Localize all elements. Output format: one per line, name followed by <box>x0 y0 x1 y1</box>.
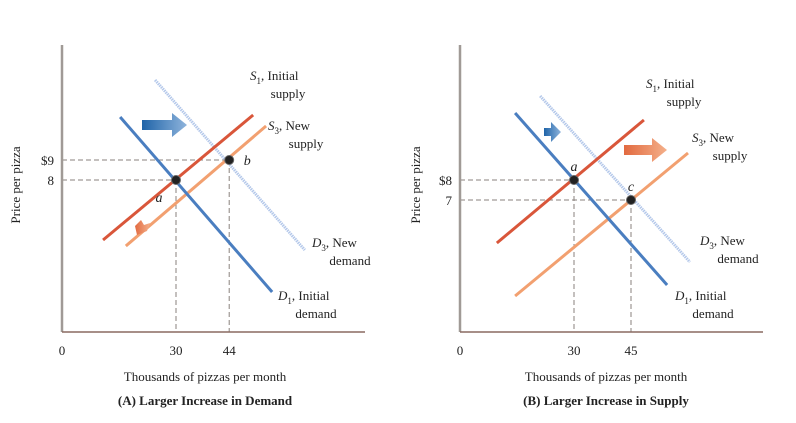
svg-text:D3, New: D3, New <box>311 235 358 253</box>
equilibrium-label: a <box>571 160 578 175</box>
curve-d3 <box>539 94 692 264</box>
curve-subscript: 1 <box>653 84 658 94</box>
svg-text:D3, New: D3, New <box>699 233 746 251</box>
curve-d3 <box>153 79 306 251</box>
x-tick-label: 30 <box>568 343 581 358</box>
curve-d1 <box>119 116 274 293</box>
supply-shift-arrow-icon <box>135 220 150 235</box>
tick-labels-b: 0 30 45 $8 7 <box>439 173 638 358</box>
curve-descriptor: , New <box>703 130 735 145</box>
curve-descriptor: , Initial <box>261 68 299 83</box>
curve-s3 <box>514 151 689 298</box>
curve-symbol: S <box>250 68 257 83</box>
curve-subscript: 3 <box>321 243 326 253</box>
curve-descriptor-line2: demand <box>295 306 337 321</box>
curve-subscript: 1 <box>257 76 262 86</box>
y-tick-label: 8 <box>48 173 55 188</box>
curve-s3 <box>124 124 268 248</box>
curve-descriptor-line2: supply <box>289 136 324 151</box>
curves-a <box>102 79 306 293</box>
x-tick-label: 0 <box>59 343 66 358</box>
equilibrium-point-a <box>569 175 579 185</box>
x-axis-label-b: Thousands of pizzas per month <box>525 369 688 384</box>
tick-labels-a: 0 30 44 $9 8 <box>41 153 236 358</box>
y-tick-label: $8 <box>439 173 452 188</box>
equilibrium-label: c <box>628 180 635 195</box>
curve-descriptor: , New <box>326 235 358 250</box>
curve-symbol: S <box>268 118 275 133</box>
curve-descriptor-line2: supply <box>271 86 306 101</box>
curve-d1 <box>513 112 669 286</box>
curve-descriptor-line2: supply <box>713 148 748 163</box>
y-axis-label-a: Price per pizza <box>8 146 23 223</box>
curve-descriptor: , New <box>714 233 746 248</box>
curve-subscript: 3 <box>709 241 714 251</box>
x-tick-label: 44 <box>223 343 237 358</box>
svg-text:S3, New: S3, New <box>692 130 735 148</box>
x-axis-label-a: Thousands of pizzas per month <box>124 369 287 384</box>
equilibrium-label: a <box>156 191 163 206</box>
curve-descriptor: , Initial <box>657 76 695 91</box>
svg-text:S1, Initial: S1, Initial <box>250 68 299 86</box>
curve-subscript: 1 <box>287 296 292 306</box>
svg-text:S1, Initial: S1, Initial <box>646 76 695 94</box>
curve-descriptor: , Initial <box>292 288 330 303</box>
equilibrium-point-c <box>626 195 636 205</box>
curve-descriptor: , Initial <box>689 288 727 303</box>
y-axis-label-b: Price per pizza <box>408 146 423 223</box>
svg-text:S3, New: S3, New <box>268 118 311 136</box>
curve-symbol: D <box>277 288 288 303</box>
curve-subscript: 3 <box>275 126 280 136</box>
demand-shift-arrow-icon <box>142 113 187 137</box>
y-tick-label: 7 <box>446 193 453 208</box>
equilibrium-points-b: ac <box>569 160 636 205</box>
chart-title-a: (A) Larger Increase in Demand <box>118 393 293 408</box>
equilibrium-point-b <box>224 155 235 165</box>
curve-descriptor-line2: demand <box>717 251 759 266</box>
curve-descriptor-line2: supply <box>667 94 702 109</box>
guide-lines-a <box>62 159 230 332</box>
supply-shift-arrow-icon <box>624 138 667 162</box>
curve-subscript: 3 <box>699 138 704 148</box>
curve-symbol: S <box>692 130 699 145</box>
curve-subscript: 1 <box>684 296 689 306</box>
equilibrium-points-a: ab <box>156 154 251 206</box>
svg-text:D1, Initial: D1, Initial <box>674 288 727 306</box>
curve-symbol: S <box>646 76 653 91</box>
guide-lines-b <box>460 179 632 332</box>
curve-descriptor-line2: demand <box>329 253 371 268</box>
equilibrium-point-a <box>171 175 181 185</box>
curve-symbol: D <box>699 233 710 248</box>
curve-symbol: D <box>311 235 322 250</box>
demand-shift-arrow-icon <box>544 122 561 142</box>
x-tick-label: 0 <box>457 343 464 358</box>
equilibrium-label: b <box>244 154 251 169</box>
y-tick-label: $9 <box>41 153 54 168</box>
curves-b <box>495 94 692 298</box>
curve-symbol: D <box>674 288 685 303</box>
curve-descriptor: , New <box>279 118 311 133</box>
x-tick-label: 45 <box>625 343 638 358</box>
svg-text:D1, Initial: D1, Initial <box>277 288 330 306</box>
chart-title-b: (B) Larger Increase in Supply <box>523 393 689 408</box>
x-tick-label: 30 <box>170 343 183 358</box>
curve-descriptor-line2: demand <box>692 306 734 321</box>
